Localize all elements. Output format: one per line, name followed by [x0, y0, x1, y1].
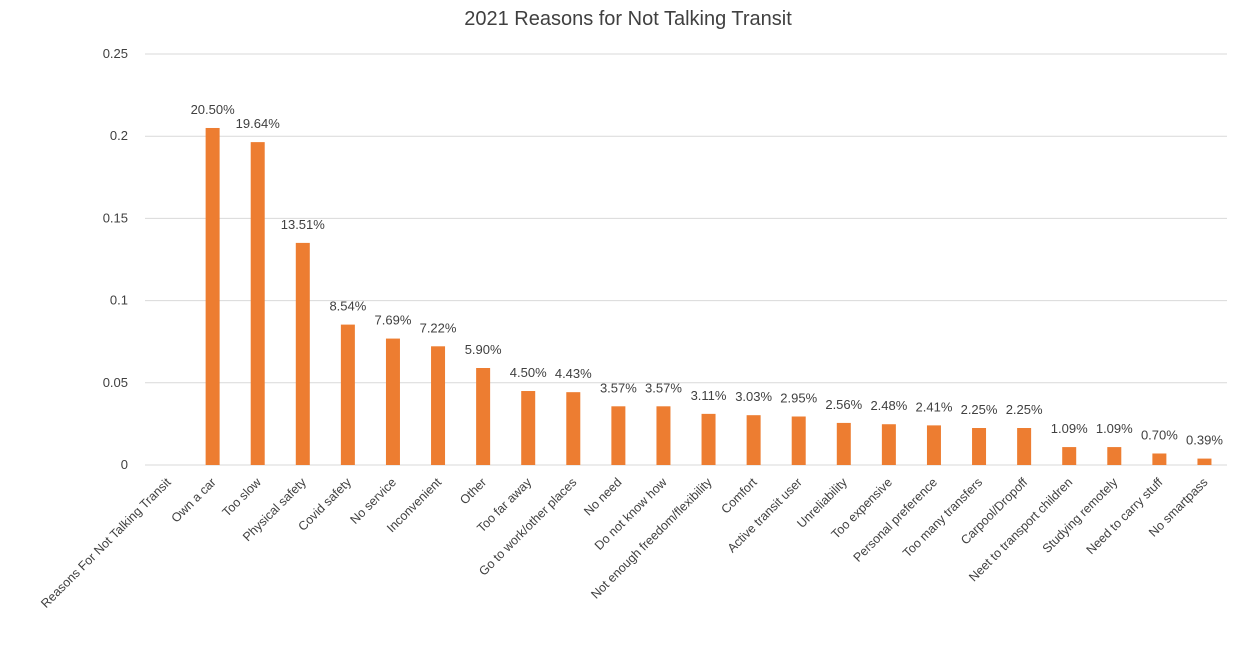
x-tick-label: No need	[581, 475, 624, 518]
y-tick-label: 0.1	[110, 293, 128, 308]
data-label: 0.39%	[1186, 433, 1223, 448]
bar	[701, 413, 716, 465]
data-label: 2.25%	[1006, 402, 1043, 417]
x-tick-label: Other	[457, 475, 489, 507]
bar	[791, 416, 806, 465]
gridlines	[145, 53, 1227, 466]
bar	[972, 428, 987, 465]
data-label: 8.54%	[329, 299, 366, 314]
x-tick-label: Too slow	[220, 475, 265, 520]
y-tick-label: 0.15	[103, 210, 128, 225]
bar	[566, 392, 581, 465]
bars	[205, 127, 1212, 465]
bar	[836, 422, 851, 465]
bar	[521, 391, 536, 465]
bar	[611, 406, 626, 465]
y-tick-label: 0.25	[103, 46, 128, 61]
bar	[431, 346, 446, 465]
bar	[250, 142, 265, 465]
y-tick-label: 0.05	[103, 375, 128, 390]
bar	[1152, 453, 1167, 465]
bar	[295, 242, 310, 465]
data-labels: 20.50%19.64% 13.51% 8.54% 7.69% 7.22% 5.90% 4.…	[191, 102, 1224, 448]
data-label: 3.57%	[645, 380, 682, 395]
data-label: 5.90%	[465, 342, 502, 357]
x-tick-label: Personal preference	[851, 475, 941, 565]
data-label: 2.25%	[961, 402, 998, 417]
data-label: 1.09%	[1096, 421, 1133, 436]
y-tick-label: 0.2	[110, 128, 128, 143]
data-label: 19.64%	[236, 116, 281, 131]
data-label: 13.51%	[281, 217, 326, 232]
bar	[926, 425, 941, 465]
y-tick-label: 0	[121, 457, 128, 472]
bar	[656, 406, 671, 465]
data-label: 7.69%	[375, 313, 412, 328]
bar	[746, 415, 761, 465]
chart-title: 2021 Reasons for Not Talking Transit	[464, 8, 792, 30]
bar	[340, 324, 355, 465]
data-label: 2.95%	[780, 391, 817, 406]
x-tick-label: Studying remotely	[1040, 475, 1121, 556]
x-tick-label: Reasons For Not Talking Transit	[38, 475, 174, 611]
x-tick-label: Comfort	[718, 475, 760, 517]
data-label: 7.22%	[420, 320, 457, 335]
data-label: 2.41%	[916, 399, 953, 414]
y-axis-ticks: 0 0.05 0.1 0.15 0.2 0.25	[103, 46, 128, 472]
x-tick-label: Need to carry stuff	[1084, 475, 1166, 557]
x-tick-label: Too many transfers	[900, 475, 985, 560]
data-label: 3.11%	[691, 388, 727, 403]
bar	[385, 338, 400, 465]
bar	[1062, 447, 1077, 465]
bar	[1017, 428, 1032, 465]
data-label: 1.09%	[1051, 421, 1088, 436]
bar	[1197, 458, 1212, 465]
data-label: 4.43%	[555, 366, 592, 381]
data-label: 20.50%	[191, 102, 236, 117]
bar	[881, 424, 896, 465]
bar	[1107, 447, 1122, 465]
data-label: 3.03%	[735, 389, 772, 404]
data-label: 0.70%	[1141, 427, 1178, 442]
bar	[205, 127, 220, 465]
data-label: 2.48%	[870, 398, 907, 413]
data-label: 3.57%	[600, 380, 637, 395]
data-label: 2.56%	[825, 397, 862, 412]
data-label: 4.50%	[510, 365, 547, 380]
x-tick-label: Own a car	[169, 475, 219, 525]
bar	[476, 368, 491, 465]
